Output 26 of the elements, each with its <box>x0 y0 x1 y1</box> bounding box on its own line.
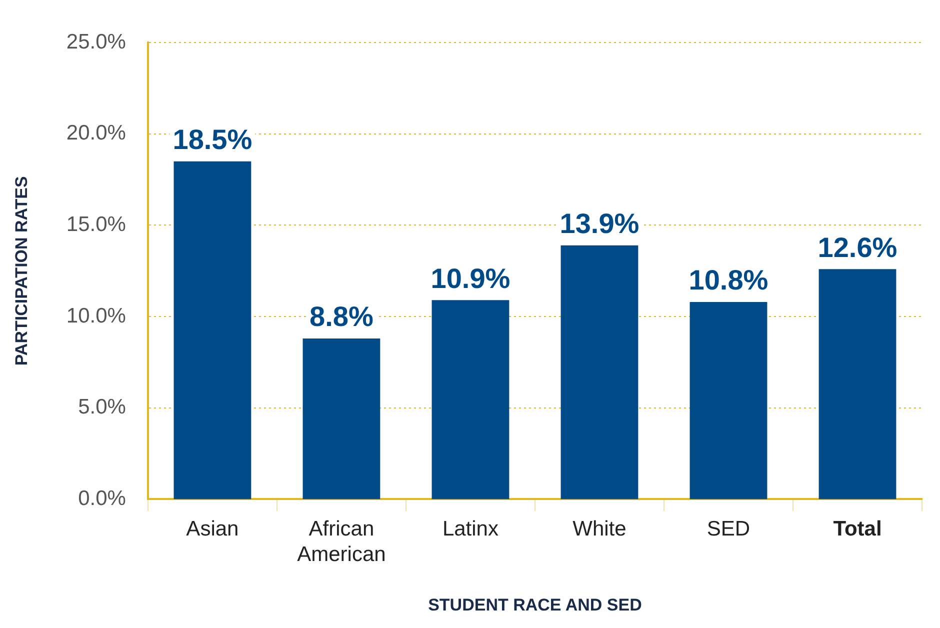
x-tick-label: Asian <box>186 518 239 541</box>
y-tick-label: 5.0% <box>78 396 126 419</box>
y-tick-label: 25.0% <box>66 30 126 54</box>
x-tick-label: SED <box>706 518 750 541</box>
data-label: 8.8% <box>310 301 374 332</box>
data-label: 13.9% <box>560 208 640 240</box>
bar <box>690 302 768 500</box>
x-tick-label: White <box>572 518 626 541</box>
x-tick-label: African American <box>297 518 386 566</box>
y-tick-label: 0.0% <box>78 486 126 510</box>
bar <box>818 269 896 500</box>
bar <box>432 300 510 500</box>
y-axis-title: PARTICIPATION RATES <box>12 176 31 366</box>
bar <box>174 161 252 500</box>
x-tick-label: Total <box>833 518 882 541</box>
data-label: 18.5% <box>172 124 252 156</box>
y-tick-label: 15.0% <box>66 213 126 236</box>
data-label: 10.8% <box>688 264 768 296</box>
bar <box>560 245 638 500</box>
data-label: 12.6% <box>818 232 898 263</box>
x-tick-label: Latinx <box>442 518 499 541</box>
data-label: 10.9% <box>430 262 510 294</box>
y-tick-label: 20.0% <box>66 122 126 145</box>
x-axis-title: STUDENT RACE AND SED <box>428 595 642 614</box>
y-tick-label: 10.0% <box>66 304 126 328</box>
bar <box>302 338 380 500</box>
